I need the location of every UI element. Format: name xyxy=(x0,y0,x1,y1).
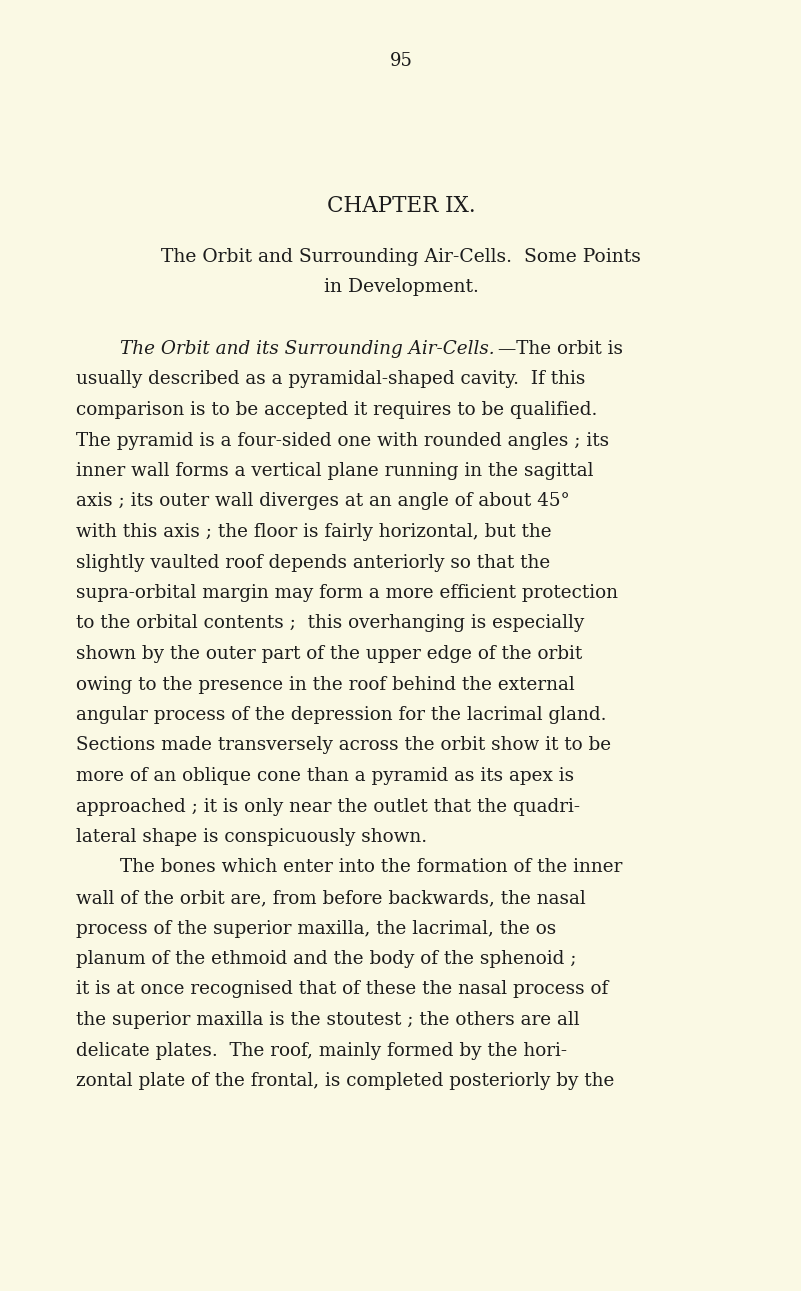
Text: comparison is to be accepted it requires to be qualified.: comparison is to be accepted it requires… xyxy=(76,402,598,420)
Text: axis ; its outer wall diverges at an angle of about 45°: axis ; its outer wall diverges at an ang… xyxy=(76,492,570,510)
Text: inner wall forms a vertical plane running in the sagittal: inner wall forms a vertical plane runnin… xyxy=(76,462,594,480)
Text: The Orbit and its Surrounding Air-Cells.: The Orbit and its Surrounding Air-Cells. xyxy=(120,340,495,358)
Text: 95: 95 xyxy=(389,52,413,70)
Text: approached ; it is only near the outlet that the quadri-: approached ; it is only near the outlet … xyxy=(76,798,580,816)
Text: it is at once recognised that of these the nasal process of: it is at once recognised that of these t… xyxy=(76,980,608,998)
Text: wall of the orbit are, from before backwards, the nasal: wall of the orbit are, from before backw… xyxy=(76,889,586,908)
Text: angular process of the depression for the lacrimal gland.: angular process of the depression for th… xyxy=(76,706,606,724)
Text: owing to the presence in the roof behind the external: owing to the presence in the roof behind… xyxy=(76,675,575,693)
Text: The pyramid is a four-sided one with rounded angles ; its: The pyramid is a four-sided one with rou… xyxy=(76,431,609,449)
Text: supra-orbital margin may form a more efficient protection: supra-orbital margin may form a more eff… xyxy=(76,584,618,602)
Text: to the orbital contents ;  this overhanging is especially: to the orbital contents ; this overhangi… xyxy=(76,615,584,633)
Text: shown by the outer part of the upper edge of the orbit: shown by the outer part of the upper edg… xyxy=(76,646,582,664)
Text: delicate plates.  The roof, mainly formed by the hori-: delicate plates. The roof, mainly formed… xyxy=(76,1042,567,1060)
Text: —The orbit is: —The orbit is xyxy=(497,340,622,358)
Text: CHAPTER IX.: CHAPTER IX. xyxy=(327,195,475,217)
Text: slightly vaulted roof depends anteriorly so that the: slightly vaulted roof depends anteriorly… xyxy=(76,554,550,572)
Text: with this axis ; the floor is fairly horizontal, but the: with this axis ; the floor is fairly hor… xyxy=(76,523,552,541)
Text: The Orbit and Surrounding Air-Cells.  Some Points: The Orbit and Surrounding Air-Cells. Som… xyxy=(161,248,641,266)
Text: zontal plate of the frontal, is completed posteriorly by the: zontal plate of the frontal, is complete… xyxy=(76,1072,614,1090)
Text: usually described as a pyramidal-shaped cavity.  If this: usually described as a pyramidal-shaped … xyxy=(76,371,586,389)
Text: The bones which enter into the formation of the inner: The bones which enter into the formation… xyxy=(120,859,622,877)
Text: Sections made transversely across the orbit show it to be: Sections made transversely across the or… xyxy=(76,736,611,754)
Text: more of an oblique cone than a pyramid as its apex is: more of an oblique cone than a pyramid a… xyxy=(76,767,574,785)
Text: in Development.: in Development. xyxy=(324,278,478,296)
Text: the superior maxilla is the stoutest ; the others are all: the superior maxilla is the stoutest ; t… xyxy=(76,1011,580,1029)
Text: planum of the ethmoid and the body of the sphenoid ;: planum of the ethmoid and the body of th… xyxy=(76,950,577,968)
Text: lateral shape is conspicuously shown.: lateral shape is conspicuously shown. xyxy=(76,828,427,846)
Text: process of the superior maxilla, the lacrimal, the os: process of the superior maxilla, the lac… xyxy=(76,919,556,937)
